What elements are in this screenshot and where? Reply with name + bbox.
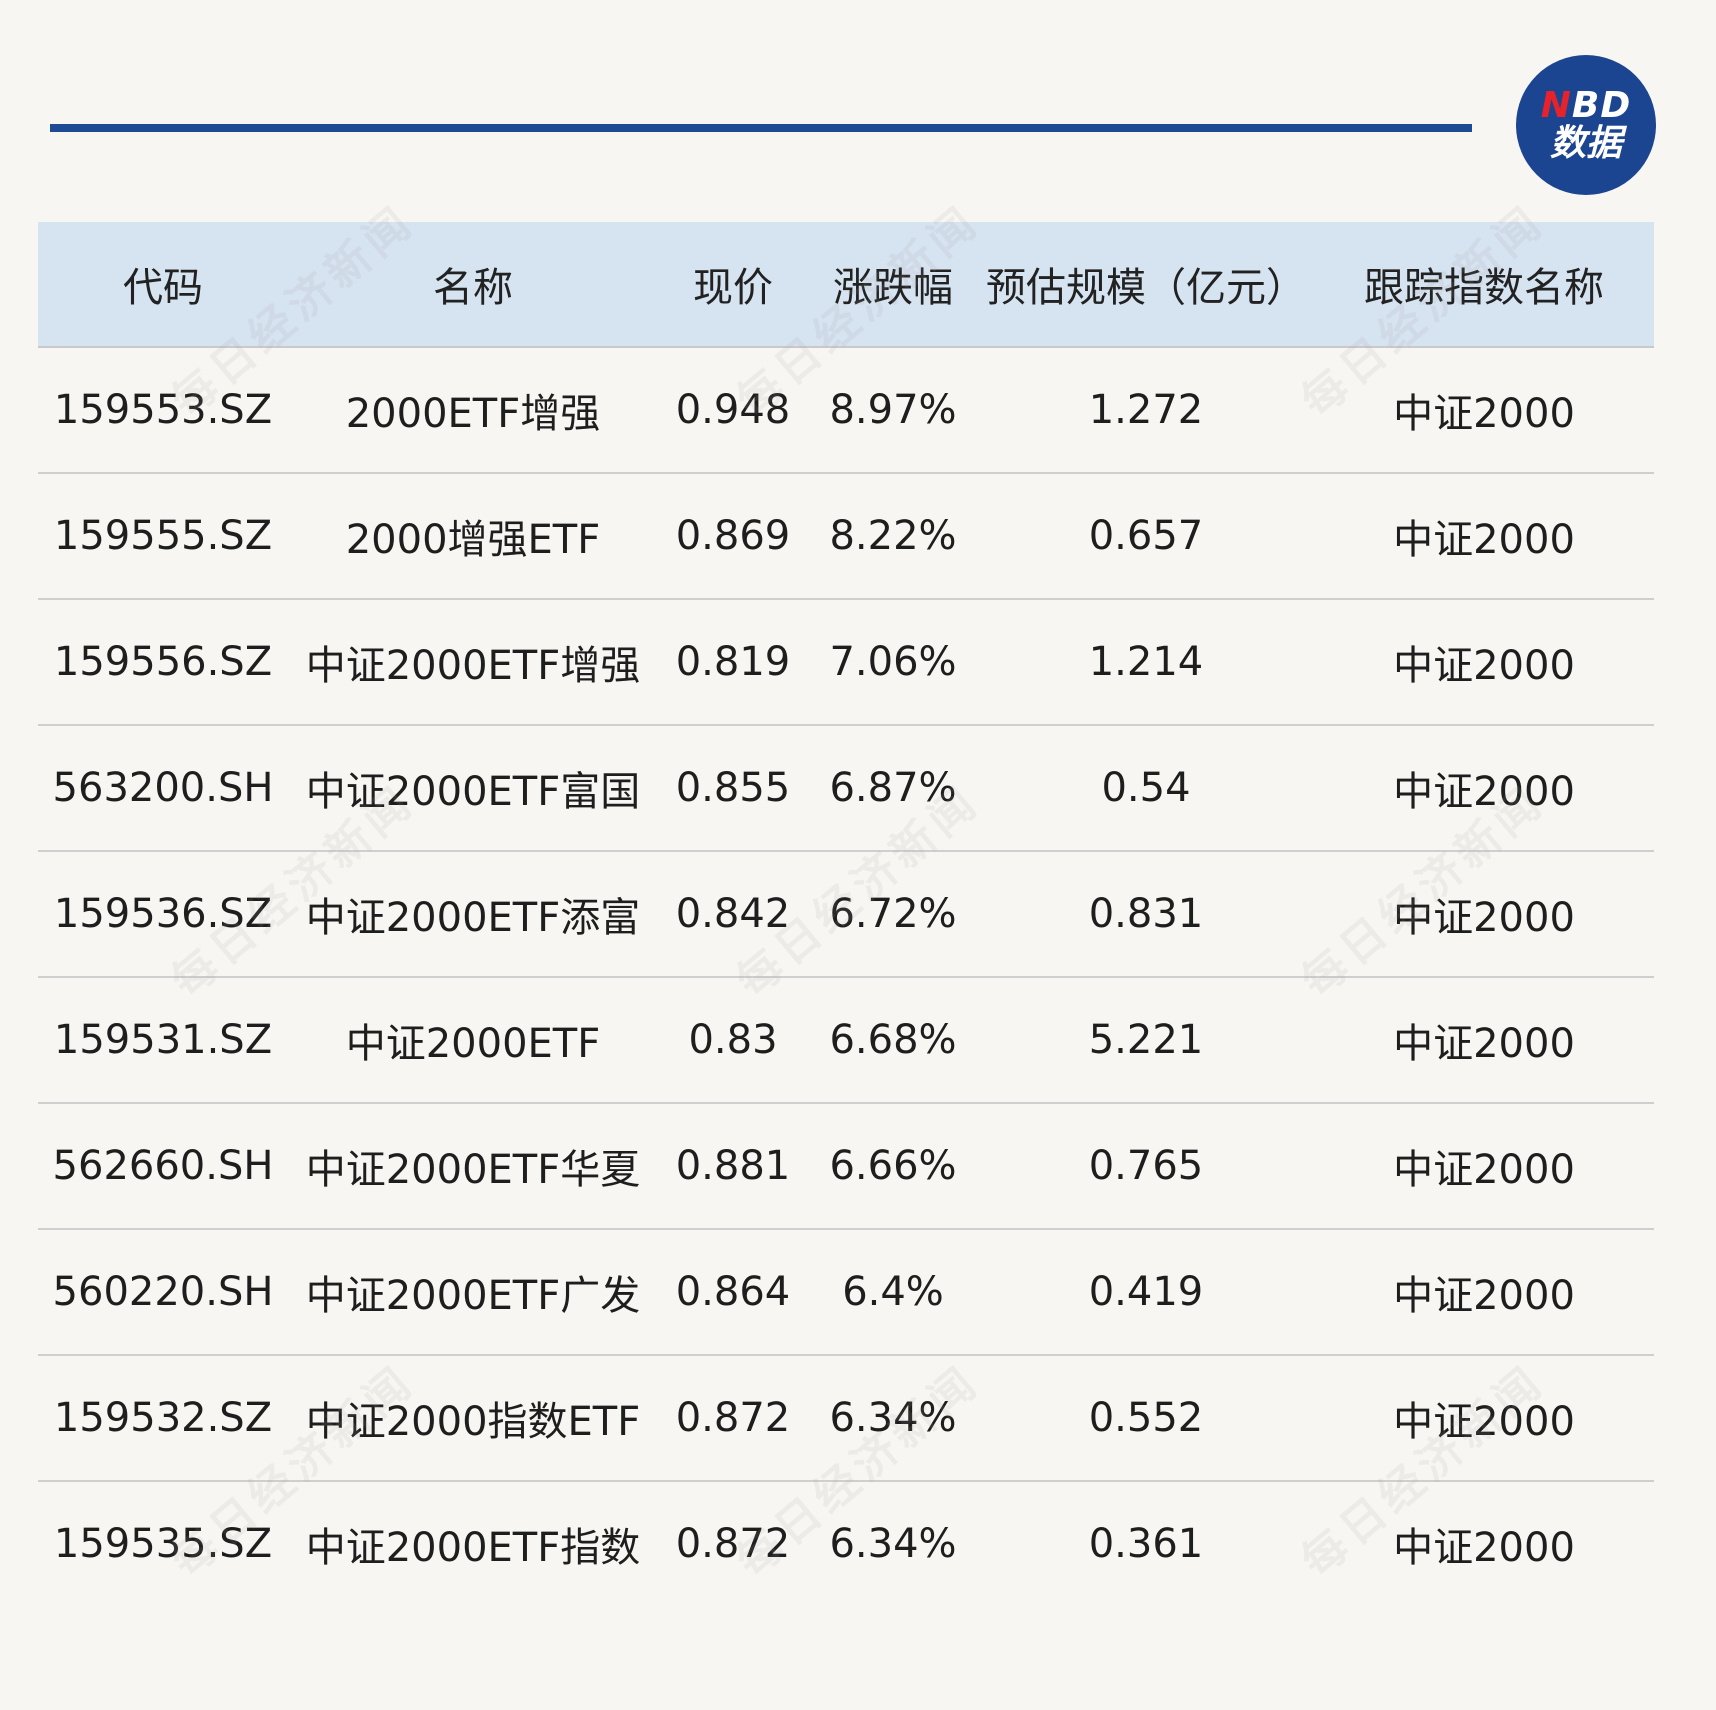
cell-change: 6.68%: [808, 977, 978, 1104]
cell-code: 159555.SZ: [38, 473, 288, 600]
cell-change: 8.22%: [808, 473, 978, 600]
cell-index: 中证2000: [1314, 725, 1654, 852]
nbd-logo: NBD 数据: [1516, 55, 1656, 195]
cell-index: 中证2000: [1314, 851, 1654, 978]
cell-price: 0.842: [658, 851, 808, 978]
cell-name: 中证2000ETF广发: [288, 1229, 658, 1356]
cell-price: 0.864: [658, 1229, 808, 1356]
table-row: 560220.SH 中证2000ETF广发 0.864 6.4% 0.419 中证2000: [38, 1229, 1654, 1356]
table-row: 159536.SZ 中证2000ETF添富 0.842 6.72% 0.831 中证200…: [38, 851, 1654, 978]
cell-scale: 0.831: [978, 851, 1314, 978]
cell-change: 6.72%: [808, 851, 978, 978]
cell-price: 0.948: [658, 347, 808, 474]
cell-price: 0.872: [658, 1355, 808, 1482]
table-row: 563200.SH 中证2000ETF富国 0.855 6.87% 0.54 中证2000: [38, 725, 1654, 852]
header-price: 现价: [658, 222, 808, 348]
table-row: 159531.SZ 中证2000ETF 0.83 6.68% 5.221 中证2000: [38, 977, 1654, 1104]
cell-name: 中证2000ETF: [288, 977, 658, 1104]
cell-scale: 0.419: [978, 1229, 1314, 1356]
cell-price: 0.869: [658, 473, 808, 600]
cell-code: 563200.SH: [38, 725, 288, 852]
table-body: 159553.SZ 2000ETF增强 0.948 8.97% 1.272 中证2000 1…: [38, 347, 1654, 1606]
top-rule: [50, 124, 1472, 132]
cell-index: 中证2000: [1314, 977, 1654, 1104]
table-row: 159535.SZ 中证2000ETF指数 0.872 6.34% 0.361 中证200…: [38, 1481, 1654, 1606]
cell-price: 0.83: [658, 977, 808, 1104]
table-row: 562660.SH 中证2000ETF华夏 0.881 6.66% 0.765 中证200…: [38, 1103, 1654, 1230]
cell-name: 中证2000ETF富国: [288, 725, 658, 852]
cell-name: 中证2000ETF增强: [288, 599, 658, 726]
cell-change: 6.34%: [829, 1521, 957, 1567]
cell-index: 中证2000: [1314, 473, 1654, 600]
cell-code: 159532.SZ: [38, 1355, 288, 1482]
cell-scale: 5.221: [978, 977, 1314, 1104]
cell-price: 0.872: [675, 1521, 791, 1567]
cell-code: 159556.SZ: [38, 599, 288, 726]
table-row: 159556.SZ 中证2000ETF增强 0.819 7.06% 1.214 中证200…: [38, 599, 1654, 726]
logo-brand-rest: BD: [1571, 85, 1632, 127]
cell-scale: 1.272: [978, 347, 1314, 474]
cell-scale: 1.214: [978, 599, 1314, 726]
cell-index: 中证2000: [1314, 1355, 1654, 1482]
header-scale: 预估规模（亿元）: [978, 222, 1314, 348]
cell-change: 7.06%: [808, 599, 978, 726]
cell-price: 0.819: [658, 599, 808, 726]
cell-scale: 0.361: [1088, 1521, 1204, 1567]
cell-change: 6.34%: [808, 1355, 978, 1482]
cell-name: 中证2000ETF指数: [305, 1525, 641, 1571]
cell-code: 159553.SZ: [38, 347, 288, 474]
cell-index: 中证2000: [1314, 347, 1654, 474]
cell-price: 0.881: [658, 1103, 808, 1230]
cell-change: 6.66%: [808, 1103, 978, 1230]
header-index: 跟踪指数名称: [1314, 222, 1654, 348]
cell-code: 562660.SH: [38, 1103, 288, 1230]
cell-scale: 0.552: [978, 1355, 1314, 1482]
logo-brand: NBD: [1541, 87, 1631, 125]
header-change: 涨跌幅: [808, 222, 978, 348]
table-row: 159553.SZ 2000ETF增强 0.948 8.97% 1.272 中证2000: [38, 347, 1654, 474]
table-row: 159532.SZ 中证2000指数ETF 0.872 6.34% 0.552 中证200…: [38, 1355, 1654, 1482]
cell-index: 中证2000: [1393, 1525, 1575, 1571]
cell-scale: 0.765: [978, 1103, 1314, 1230]
cell-scale: 0.657: [978, 473, 1314, 600]
logo-sub: 数据: [1549, 123, 1622, 164]
header-name: 名称: [288, 222, 658, 348]
cell-change: 6.4%: [808, 1229, 978, 1356]
cell-code: 159535.SZ: [53, 1521, 273, 1567]
cell-code: 560220.SH: [38, 1229, 288, 1356]
cell-change: 8.97%: [808, 347, 978, 474]
table-header-row: 代码 名称 现价 涨跌幅 预估规模（亿元） 跟踪指数名称: [38, 222, 1654, 348]
cell-index: 中证2000: [1314, 599, 1654, 726]
cell-index: 中证2000: [1314, 1229, 1654, 1356]
cell-name: 2000ETF增强: [288, 347, 658, 474]
table-row: 159555.SZ 2000增强ETF 0.869 8.22% 0.657 中证2000: [38, 473, 1654, 600]
logo-brand-n: N: [1540, 85, 1572, 127]
cell-code: 159531.SZ: [38, 977, 288, 1104]
header-code: 代码: [38, 222, 288, 348]
cell-change: 6.87%: [808, 725, 978, 852]
cell-scale: 0.54: [978, 725, 1314, 852]
cell-code: 159536.SZ: [38, 851, 288, 978]
cell-index: 中证2000: [1314, 1103, 1654, 1230]
cell-name: 2000增强ETF: [288, 473, 658, 600]
cell-name: 中证2000ETF添富: [288, 851, 658, 978]
etf-table: 代码 名称 现价 涨跌幅 预估规模（亿元） 跟踪指数名称 159553.SZ 20…: [38, 222, 1654, 1606]
cell-price: 0.855: [658, 725, 808, 852]
cell-name: 中证2000ETF华夏: [288, 1103, 658, 1230]
cell-name: 中证2000指数ETF: [288, 1355, 658, 1482]
